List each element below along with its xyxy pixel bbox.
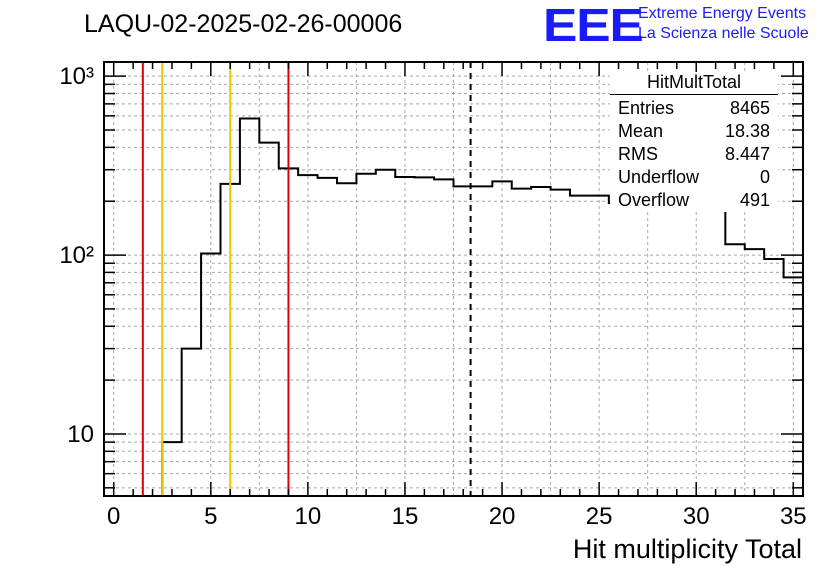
histogram-bin — [764, 259, 783, 496]
histogram-bin — [725, 244, 744, 496]
histogram-bin — [201, 254, 220, 496]
histogram-bin — [589, 196, 608, 496]
histogram-bin — [337, 183, 356, 496]
run-title: LAQU-02-2025-02-26-00006 — [84, 10, 403, 38]
stats-label: Overflow — [618, 190, 690, 210]
histogram-bin — [784, 277, 803, 496]
histogram-bin — [415, 177, 434, 496]
stats-value: 8465 — [729, 98, 770, 118]
stats-label: Mean — [618, 121, 664, 141]
histogram-bin — [182, 349, 201, 496]
y-tick-label: 10 — [67, 421, 94, 448]
x-tick-label: 5 — [204, 503, 217, 530]
histogram-bin — [356, 174, 375, 496]
stats-value: 491 — [739, 190, 770, 210]
x-axis-label: Hit multiplicity Total — [572, 534, 802, 564]
x-tick-label: 20 — [489, 503, 516, 530]
stats-title: HitMultTotal — [610, 72, 778, 95]
histogram-bin — [318, 178, 337, 496]
histogram-bin — [298, 175, 317, 496]
logo-line-2: La Scienza nelle Scuole — [638, 25, 809, 42]
histogram-bin — [609, 203, 628, 496]
histogram-bin — [570, 196, 589, 496]
y-tick-label: 10² — [59, 242, 94, 269]
stats-value: 0 — [759, 167, 770, 187]
stats-row-mean: Mean 18.38 — [610, 120, 778, 143]
stats-row-rms: RMS 8.447 — [610, 143, 778, 166]
histogram-bin — [706, 197, 725, 496]
histogram-bin — [473, 186, 492, 496]
histogram-bin — [745, 249, 764, 496]
plot-frame — [103, 61, 804, 497]
stats-value: 8.447 — [724, 144, 770, 164]
x-tick-label: 0 — [107, 503, 120, 530]
x-tick-label: 15 — [392, 503, 419, 530]
histogram-bin — [162, 442, 181, 496]
histogram-bin — [628, 163, 647, 496]
histogram-bin — [667, 166, 686, 496]
histogram-bin — [376, 170, 395, 496]
stats-box: HitMultTotal Entries 8465 Mean 18.38 RMS… — [610, 72, 778, 212]
stats-label: Entries — [618, 98, 675, 118]
histogram-bin — [259, 143, 278, 496]
histogram-bin — [648, 187, 667, 496]
x-tick-label: 35 — [780, 503, 807, 530]
histogram-bin — [512, 189, 531, 496]
eee-logo: EEE — [543, 0, 644, 51]
histogram-bin — [551, 190, 570, 496]
stats-row-underflow: Underflow 0 — [610, 166, 778, 189]
stats-row-entries: Entries 8465 — [610, 97, 778, 120]
x-tick-label: 25 — [586, 503, 613, 530]
histogram-bin — [395, 177, 414, 496]
x-tick-label: 30 — [683, 503, 710, 530]
stats-value: 18.38 — [724, 121, 770, 141]
axes-layer: 0 5 10 15 20 25 30 35 10 10² 10³ — [59, 61, 807, 530]
marker-lines-layer — [141, 62, 472, 496]
x-tick-label: 10 — [295, 503, 322, 530]
logo-line-1: Extreme Energy Events — [638, 5, 807, 22]
histogram-bin — [492, 181, 511, 496]
histogram-bin — [434, 179, 453, 496]
stats-label: RMS — [618, 144, 658, 164]
histogram-bin — [531, 187, 550, 496]
stats-row-overflow: Overflow 491 — [610, 189, 778, 212]
y-tick-label: 10³ — [59, 63, 94, 90]
histogram-bin — [240, 118, 259, 496]
stats-label: Underflow — [618, 167, 700, 187]
